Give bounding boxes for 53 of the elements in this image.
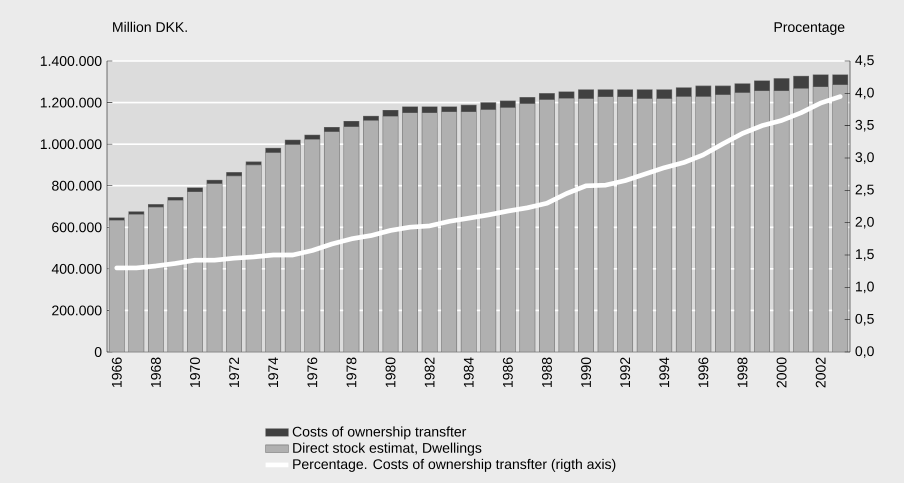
x-tick-label: 2000 — [776, 357, 787, 388]
bar — [128, 214, 144, 352]
bar — [246, 164, 262, 352]
legend-label: Costs of ownership transfter — [292, 426, 466, 440]
y2-tick-label: 1,5 — [856, 249, 874, 261]
bar — [206, 183, 222, 352]
x-tick-label: 1976 — [307, 358, 318, 388]
y2-tick-label: 0,0 — [855, 346, 874, 358]
x-tick-label: 1968 — [150, 358, 161, 388]
y2-tick-label: 4,0 — [855, 88, 874, 100]
x-tick-label: 1996 — [698, 358, 708, 388]
y2-tick-label: 2,5 — [856, 184, 874, 196]
y-tick-label: 0 — [94, 347, 102, 357]
x-tick-label: 1966 — [112, 358, 122, 388]
legend-label: Percentage. Costs of ownership transfter (rigth axis) — [293, 458, 616, 472]
legend-label: Direct stock estimat, Dwellings — [293, 442, 482, 456]
bar — [324, 131, 340, 352]
y-tick-label: 600.000 — [52, 222, 102, 232]
bar — [265, 152, 282, 352]
y2-tick-label: 4,5 — [855, 55, 874, 67]
x-tick-label: 1978 — [346, 358, 356, 388]
x-tick-label: 1980 — [386, 357, 396, 388]
y2-tick-label: 2,0 — [856, 216, 874, 228]
x-tick-label: 1972 — [229, 358, 240, 388]
x-tick-label: 1988 — [542, 358, 552, 388]
x-tick-label: 1982 — [424, 358, 435, 388]
y-axis-title: Million DKK. — [113, 22, 187, 32]
x-tick-label: 2002 — [816, 358, 826, 388]
bar — [148, 206, 164, 352]
y-tick-label: 400.000 — [52, 264, 102, 274]
y2-tick-label: 3,5 — [855, 120, 874, 132]
bar — [187, 191, 203, 352]
x-tick-label: 1992 — [620, 358, 630, 388]
bar — [226, 176, 242, 352]
x-tick-label: 1994 — [659, 357, 670, 388]
x-tick-label: 1990 — [581, 357, 592, 388]
bar — [108, 220, 125, 352]
y-tick-label: 200.000 — [52, 305, 102, 316]
x-tick-label: 1984 — [464, 357, 474, 388]
x-tick-label: 1974 — [268, 357, 278, 388]
y2-tick-label: 0,5 — [855, 314, 874, 326]
y2-tick-label: 1,0 — [856, 282, 874, 294]
bar — [363, 120, 379, 352]
y-tick-label: 1.200.000 — [40, 98, 102, 108]
bar — [168, 200, 184, 352]
x-tick-label: 1998 — [738, 358, 748, 388]
x-tick-label: 1970 — [190, 357, 200, 388]
y-tick-label: 800.000 — [52, 180, 102, 191]
y2-tick-label: 3,0 — [855, 152, 874, 164]
y-tick-label: 1.000.000 — [40, 139, 102, 150]
y2-axis-title: Procentage — [774, 22, 844, 35]
y-tick-label: 1.400.000 — [40, 56, 102, 66]
x-tick-label: 1986 — [502, 358, 513, 388]
